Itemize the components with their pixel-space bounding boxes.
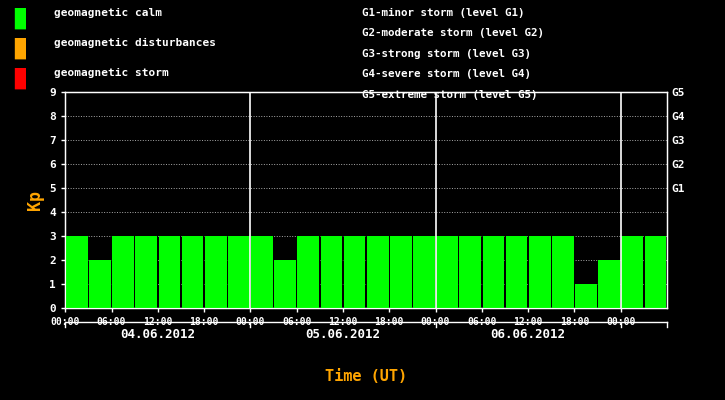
Bar [136,236,157,308]
Text: geomagnetic calm: geomagnetic calm [54,8,162,18]
Text: █: █ [14,38,25,59]
Text: Time (UT): Time (UT) [325,369,407,384]
Text: G5-extreme storm (level G5): G5-extreme storm (level G5) [362,90,538,100]
Bar [460,236,481,308]
Bar [297,236,319,308]
Text: █: █ [14,8,25,29]
Bar [529,236,550,308]
Text: 04.06.2012: 04.06.2012 [120,328,195,341]
Bar [274,260,296,308]
Bar [159,236,181,308]
Bar [598,260,620,308]
Bar [505,236,528,308]
Bar [182,236,204,308]
Bar [552,236,573,308]
Text: G4-severe storm (level G4): G4-severe storm (level G4) [362,69,531,79]
Bar [413,236,435,308]
Bar [204,236,227,308]
Bar [112,236,134,308]
Bar [621,236,643,308]
Bar [89,260,111,308]
Text: G2-moderate storm (level G2): G2-moderate storm (level G2) [362,28,544,38]
Bar [367,236,389,308]
Text: G1-minor storm (level G1): G1-minor storm (level G1) [362,8,525,18]
Bar [436,236,458,308]
Bar [575,284,597,308]
Bar [66,236,88,308]
Text: 06.06.2012: 06.06.2012 [491,328,566,341]
Bar [344,236,365,308]
Bar [251,236,273,308]
Text: 05.06.2012: 05.06.2012 [305,328,381,341]
Text: geomagnetic disturbances: geomagnetic disturbances [54,38,216,48]
Text: geomagnetic storm: geomagnetic storm [54,68,169,78]
Text: █: █ [14,68,25,89]
Bar [228,236,249,308]
Bar [390,236,412,308]
Y-axis label: Kp: Kp [26,190,44,210]
Bar [645,236,666,308]
Bar [320,236,342,308]
Bar [483,236,505,308]
Text: G3-strong storm (level G3): G3-strong storm (level G3) [362,49,531,59]
